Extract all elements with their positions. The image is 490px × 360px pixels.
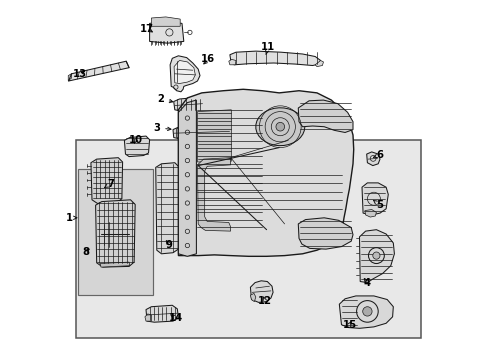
Polygon shape bbox=[184, 128, 188, 137]
Polygon shape bbox=[215, 128, 220, 137]
Text: 1: 1 bbox=[66, 213, 77, 223]
Text: 8: 8 bbox=[82, 247, 89, 257]
FancyBboxPatch shape bbox=[77, 169, 153, 295]
Text: 11: 11 bbox=[261, 42, 275, 55]
Polygon shape bbox=[91, 158, 122, 203]
Polygon shape bbox=[298, 100, 353, 132]
Polygon shape bbox=[145, 314, 151, 321]
Polygon shape bbox=[192, 128, 196, 137]
Polygon shape bbox=[315, 60, 323, 67]
Polygon shape bbox=[178, 89, 354, 256]
Polygon shape bbox=[96, 200, 135, 267]
Polygon shape bbox=[197, 158, 231, 231]
Circle shape bbox=[276, 122, 285, 131]
Polygon shape bbox=[68, 74, 72, 81]
Text: 3: 3 bbox=[153, 123, 171, 133]
Polygon shape bbox=[199, 128, 204, 137]
Polygon shape bbox=[229, 59, 236, 65]
Polygon shape bbox=[256, 108, 305, 146]
Text: 15: 15 bbox=[343, 320, 356, 330]
Polygon shape bbox=[223, 128, 227, 137]
Polygon shape bbox=[173, 125, 231, 139]
Polygon shape bbox=[362, 183, 388, 215]
Polygon shape bbox=[365, 210, 376, 217]
Polygon shape bbox=[176, 128, 180, 137]
Polygon shape bbox=[170, 56, 200, 92]
Polygon shape bbox=[174, 97, 204, 111]
Polygon shape bbox=[100, 262, 130, 267]
FancyBboxPatch shape bbox=[76, 140, 421, 338]
Text: 2: 2 bbox=[157, 94, 173, 104]
Text: 9: 9 bbox=[166, 240, 173, 250]
Polygon shape bbox=[124, 136, 149, 157]
Text: 14: 14 bbox=[169, 312, 183, 323]
Polygon shape bbox=[367, 152, 380, 166]
Text: 10: 10 bbox=[129, 135, 143, 145]
Polygon shape bbox=[360, 230, 394, 283]
Circle shape bbox=[363, 307, 372, 316]
Polygon shape bbox=[207, 128, 212, 137]
Polygon shape bbox=[178, 100, 196, 256]
Polygon shape bbox=[298, 218, 353, 249]
Text: 13: 13 bbox=[73, 69, 86, 79]
Polygon shape bbox=[339, 296, 393, 328]
Polygon shape bbox=[69, 61, 129, 81]
Polygon shape bbox=[149, 22, 184, 43]
Circle shape bbox=[373, 252, 380, 259]
Text: 6: 6 bbox=[373, 150, 384, 160]
Text: 17: 17 bbox=[140, 24, 154, 34]
Text: 7: 7 bbox=[104, 179, 115, 189]
Polygon shape bbox=[146, 305, 178, 322]
Polygon shape bbox=[174, 60, 196, 84]
Text: 4: 4 bbox=[364, 278, 371, 288]
Polygon shape bbox=[151, 17, 180, 26]
Polygon shape bbox=[250, 281, 273, 302]
Text: 16: 16 bbox=[201, 54, 215, 64]
Text: 5: 5 bbox=[373, 200, 384, 210]
Text: 12: 12 bbox=[258, 296, 272, 306]
Polygon shape bbox=[250, 293, 256, 302]
Polygon shape bbox=[230, 51, 320, 66]
Polygon shape bbox=[197, 110, 231, 162]
Polygon shape bbox=[156, 163, 179, 254]
